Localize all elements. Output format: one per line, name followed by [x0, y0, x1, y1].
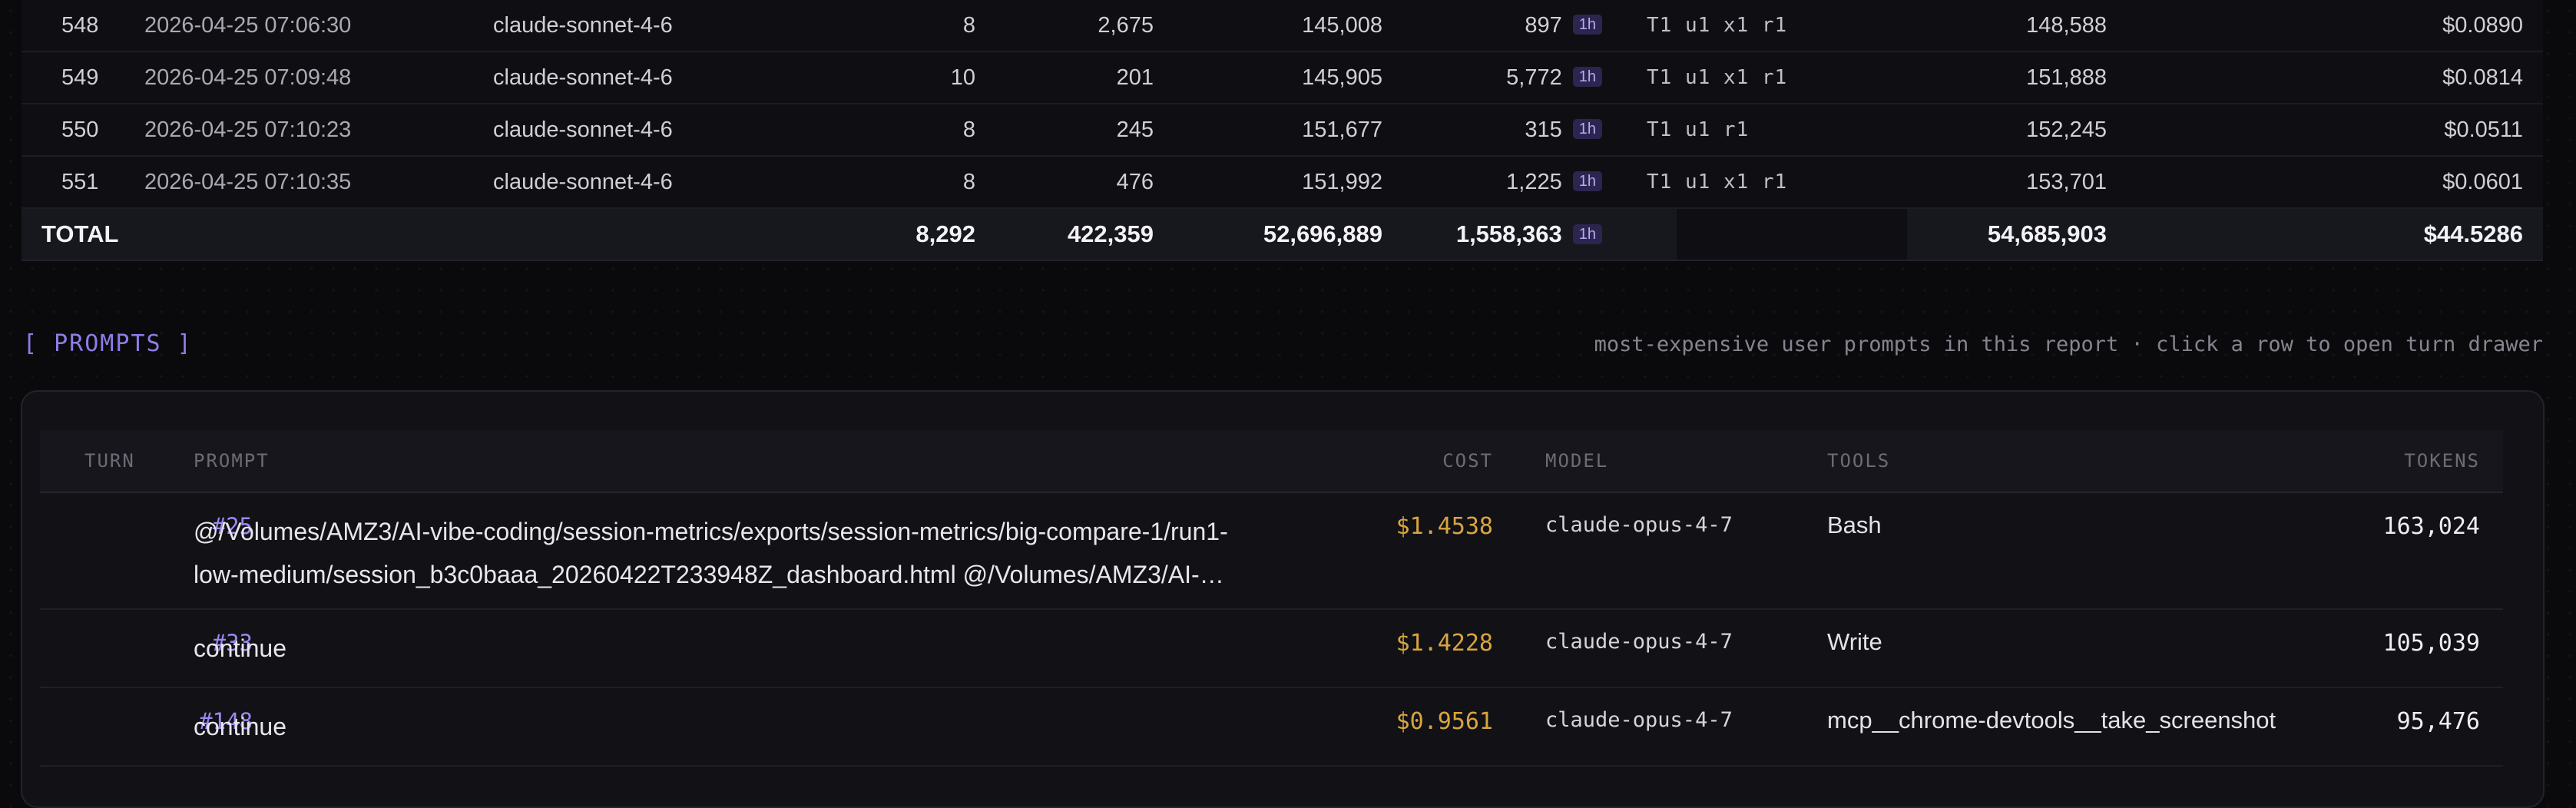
- cache-write-value: 1,225: [1506, 170, 1562, 194]
- cache-write-value: 1,558,363: [1455, 220, 1562, 247]
- prompt-turn[interactable]: #33: [212, 630, 253, 656]
- prompt-row[interactable]: #25 @/Volumes/AMZ3/AI-vibe-coding/sessio…: [40, 493, 2503, 610]
- cache-write-value: 897: [1525, 13, 1562, 38]
- prompt-text: continue: [194, 627, 1269, 670]
- requests-table: 548 2026-04-25 07:06:30 claude-sonnet-4-…: [22, 0, 2543, 261]
- prompt-cost: $1.4228: [1396, 630, 1493, 657]
- ttl-badge: 1h: [1572, 171, 1602, 192]
- prompt-text-line: low-medium/session_b3c0baaa_20260422T233…: [194, 561, 1224, 588]
- row-tier: T1 u1 x1 r1: [1647, 171, 1788, 194]
- prompt-model: claude-opus-4-7: [1545, 630, 1733, 654]
- prompt-model: claude-opus-4-7: [1545, 708, 1733, 732]
- prompt-model: claude-opus-4-7: [1545, 513, 1733, 537]
- ttl-badge: 1h: [1572, 67, 1602, 88]
- prompt-row[interactable]: #148 continue $0.9561 claude-opus-4-7 mc…: [40, 688, 2503, 767]
- total-row: TOTAL 8,292 422,359 52,696,889 1,558,363…: [22, 209, 2543, 261]
- ttl-badge: 1h: [1572, 119, 1602, 140]
- prompt-text-line: continue: [194, 634, 286, 662]
- table-row[interactable]: 548 2026-04-25 07:06:30 claude-sonnet-4-…: [22, 0, 2543, 52]
- row-timestamp: 2026-04-25 07:10:23: [144, 118, 352, 142]
- row-total-tokens: 148,588: [2026, 13, 2107, 38]
- total-input: 422,359: [1067, 220, 1154, 247]
- ttl-badge: 1h: [1572, 224, 1602, 244]
- row-tier: T1 u1 x1 r1: [1647, 14, 1788, 37]
- header-cost: COST: [1442, 450, 1493, 472]
- row-cost: $0.0814: [2442, 65, 2523, 90]
- row-input: 201: [1116, 65, 1154, 90]
- total-cache-write: 1,558,363 1h: [1456, 209, 1602, 260]
- row-timestamp: 2026-04-25 07:09:48: [144, 65, 352, 90]
- prompt-text: continue: [194, 705, 1269, 748]
- row-tier: T1 u1 x1 r1: [1647, 66, 1788, 89]
- prompt-cost: $1.4538: [1396, 513, 1493, 540]
- row-cache-read: 145,008: [1302, 13, 1382, 38]
- prompt-text-line: @/Volumes/AMZ3/AI-vibe-coding/session-me…: [194, 518, 1228, 545]
- row-cache-read: 151,992: [1302, 170, 1382, 194]
- row-cache-write: 1,225 1h: [1506, 157, 1602, 207]
- row-cache-write: 897 1h: [1525, 0, 1602, 51]
- header-tokens: TOKENS: [2404, 450, 2480, 472]
- row-model: claude-sonnet-4-6: [493, 13, 673, 38]
- row-total-tokens: 152,245: [2026, 118, 2107, 142]
- row-cache-read: 151,677: [1302, 118, 1382, 142]
- row-index: 550: [61, 118, 99, 142]
- cache-write-value: 315: [1525, 118, 1562, 142]
- row-turns: 10: [950, 65, 975, 90]
- prompt-row[interactable]: #33 continue $1.4228 claude-opus-4-7 Wri…: [40, 610, 2503, 688]
- row-cost: $0.0601: [2442, 170, 2523, 194]
- ttl-badge: 1h: [1572, 15, 1602, 35]
- header-model: MODEL: [1545, 450, 1609, 472]
- row-model: claude-sonnet-4-6: [493, 65, 673, 90]
- prompt-tokens: 163,024: [2382, 513, 2480, 540]
- row-cost: $0.0890: [2442, 13, 2523, 38]
- row-model: claude-sonnet-4-6: [493, 118, 673, 142]
- cache-write-value: 5,772: [1506, 65, 1562, 90]
- total-label: TOTAL: [41, 220, 119, 247]
- row-total-tokens: 151,888: [2026, 65, 2107, 90]
- table-row[interactable]: 549 2026-04-25 07:09:48 claude-sonnet-4-…: [22, 52, 2543, 104]
- row-model: claude-sonnet-4-6: [493, 170, 673, 194]
- prompts-section-title: [ PROMPTS ]: [23, 330, 193, 357]
- header-turn: TURN: [84, 450, 135, 472]
- row-timestamp: 2026-04-25 07:06:30: [144, 13, 352, 38]
- total-turns: 8,292: [916, 220, 975, 247]
- prompts-table-header: TURN PROMPT COST MODEL TOOLS TOKENS: [40, 430, 2503, 493]
- row-cost: $0.0511: [2444, 118, 2523, 142]
- row-input: 476: [1116, 170, 1154, 194]
- header-tools: TOOLS: [1827, 450, 1891, 472]
- row-index: 548: [61, 13, 99, 38]
- prompt-tools: Bash: [1827, 512, 1882, 538]
- total-row-gap: [1677, 209, 1907, 260]
- prompt-tools: mcp__chrome-devtools__take_screenshot: [1827, 707, 2276, 733]
- prompt-turn[interactable]: #148: [199, 708, 253, 734]
- prompt-text: @/Volumes/AMZ3/AI-vibe-coding/session-me…: [194, 510, 1269, 596]
- row-input: 2,675: [1098, 13, 1154, 38]
- prompt-tokens: 95,476: [2396, 708, 2480, 735]
- row-index: 551: [61, 170, 99, 194]
- row-input: 245: [1116, 118, 1154, 142]
- table-row[interactable]: 550 2026-04-25 07:10:23 claude-sonnet-4-…: [22, 104, 2543, 157]
- table-row[interactable]: 551 2026-04-25 07:10:35 claude-sonnet-4-…: [22, 157, 2543, 209]
- header-prompt: PROMPT: [194, 450, 270, 472]
- prompt-tokens: 105,039: [2382, 630, 2480, 657]
- prompt-text-line: continue: [194, 713, 286, 740]
- total-tokens: 54,685,903: [1987, 220, 2107, 247]
- row-turns: 8: [962, 170, 975, 194]
- row-turns: 8: [962, 13, 975, 38]
- prompt-cost: $0.9561: [1396, 708, 1493, 735]
- prompt-turn[interactable]: #25: [212, 513, 253, 539]
- prompt-tools: Write: [1827, 628, 1882, 655]
- row-cache-read: 145,905: [1302, 65, 1382, 90]
- total-cost: $44.5286: [2423, 220, 2523, 247]
- row-total-tokens: 153,701: [2026, 170, 2107, 194]
- row-timestamp: 2026-04-25 07:10:35: [144, 170, 352, 194]
- row-index: 549: [61, 65, 99, 90]
- prompts-section-subtitle: most-expensive user prompts in this repo…: [1594, 333, 2543, 356]
- row-turns: 8: [962, 118, 975, 142]
- row-cache-write: 315 1h: [1525, 104, 1602, 155]
- row-tier: T1 u1 r1: [1647, 118, 1750, 141]
- total-cache-read: 52,696,889: [1263, 220, 1382, 247]
- row-cache-write: 5,772 1h: [1506, 52, 1602, 103]
